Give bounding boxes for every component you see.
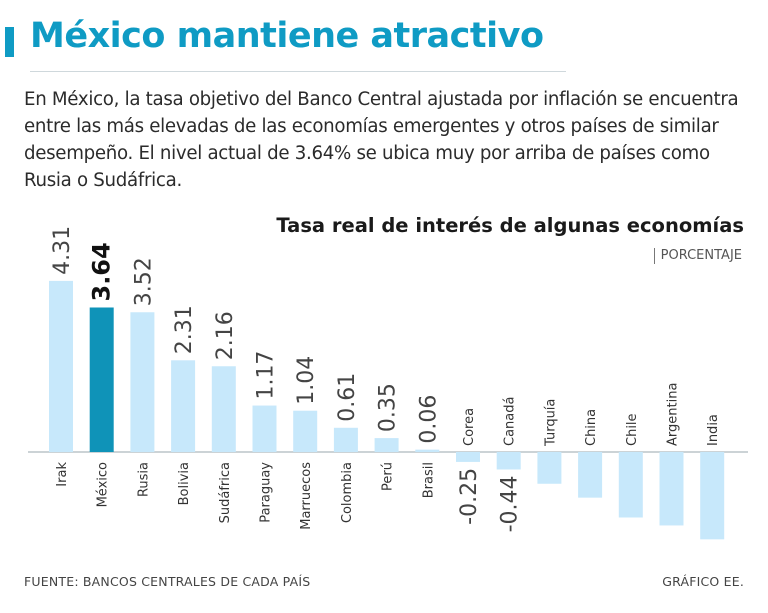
value-label: 1.17 xyxy=(254,351,279,400)
bar-marruecos xyxy=(293,410,318,452)
value-label: 2.16 xyxy=(213,311,238,360)
bar-perú xyxy=(374,438,399,452)
value-label: 0.06 xyxy=(416,395,441,444)
bar-colombia xyxy=(333,427,358,452)
bar-corea xyxy=(456,452,480,462)
category-label: Irak xyxy=(55,462,70,487)
bar-brasil xyxy=(415,449,440,452)
bar-chile xyxy=(618,452,643,518)
bar-paraguay xyxy=(252,405,277,452)
bar-india xyxy=(700,452,725,540)
bar-méxico xyxy=(89,307,114,452)
chart-title: Tasa real de interés de algunas economía… xyxy=(276,214,744,237)
bar-argentina xyxy=(659,452,684,526)
value-label: -0.25 xyxy=(457,468,482,525)
bar-canadá xyxy=(496,452,521,470)
category-label: Colombia xyxy=(340,462,355,523)
bar-rusia xyxy=(130,312,155,452)
graphic-credit: GRÁFICO EE. xyxy=(662,574,744,589)
category-label: Corea xyxy=(462,408,477,446)
bar-sudáfrica xyxy=(211,366,236,452)
value-label: 0.35 xyxy=(376,383,401,432)
bar-irak xyxy=(49,280,73,452)
category-label: Chile xyxy=(625,413,640,446)
category-label: China xyxy=(584,409,599,446)
category-label: Sudáfrica xyxy=(218,462,233,523)
value-label: 2.31 xyxy=(172,305,197,354)
category-label: Brasil xyxy=(421,462,436,498)
category-label: Perú xyxy=(381,462,396,491)
category-label: Turquía xyxy=(543,399,558,447)
page-title: México mantiene atractivo xyxy=(30,16,544,56)
category-label: Bolivia xyxy=(177,462,192,505)
title-divider xyxy=(30,71,566,72)
category-label: México xyxy=(96,462,111,507)
category-label: India xyxy=(706,414,721,446)
source-note: FUENTE: BANCOS CENTRALES DE CADA PAÍS xyxy=(24,574,311,589)
value-label: 4.31 xyxy=(50,226,75,275)
value-label: 0.61 xyxy=(335,373,360,422)
category-label: Paraguay xyxy=(259,462,274,523)
chart-unit-label: PORCENTAJE xyxy=(653,248,742,264)
page-subtitle: En México, la tasa objetivo del Banco Ce… xyxy=(24,89,739,191)
value-label: 3.52 xyxy=(131,257,156,306)
category-label: Rusia xyxy=(136,462,151,497)
value-label: 1.04 xyxy=(294,356,319,405)
bar-china xyxy=(578,452,603,498)
category-label: Canadá xyxy=(503,397,518,446)
category-label: Argentina xyxy=(666,383,681,446)
bar-bolivia xyxy=(171,360,196,452)
category-label: Marruecos xyxy=(299,462,314,530)
value-label: -0.44 xyxy=(498,475,523,532)
bar-turquía xyxy=(537,452,562,484)
title-accent-bar xyxy=(5,27,14,57)
value-label: 3.64 xyxy=(88,242,116,301)
